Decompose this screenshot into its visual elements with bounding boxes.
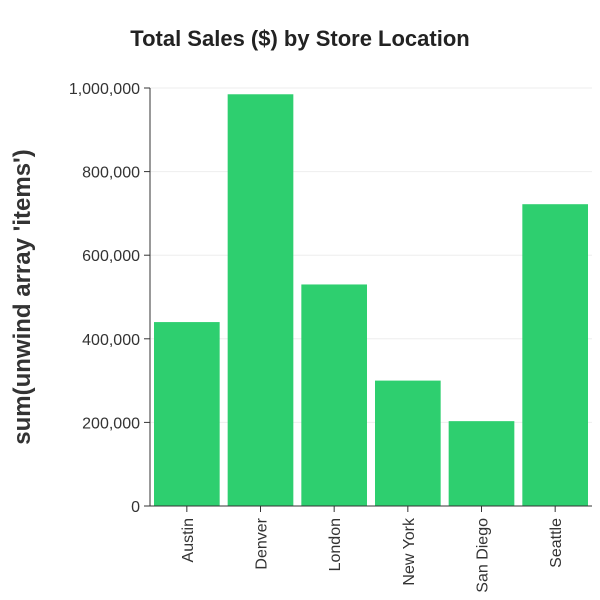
grid-lines: [150, 87, 592, 423]
chart-title: Total Sales ($) by Store Location: [130, 26, 469, 51]
bar-san-diego: [448, 421, 515, 506]
y-tick-label: 800,000: [82, 165, 140, 182]
y-tick-label: 200,000: [82, 415, 140, 432]
x-tick-label: Austin: [180, 518, 197, 562]
x-tick-label: New York: [401, 517, 418, 586]
y-tick-label: 600,000: [82, 248, 140, 265]
x-tick-label: San Diego: [475, 518, 492, 593]
y-ticks: 0 200,000 400,000 600,000 800,000 1,000,000: [69, 81, 150, 516]
x-tick-label: London: [327, 518, 344, 571]
x-tick-label: Denver: [254, 517, 271, 569]
x-tick-label: Seattle: [548, 518, 565, 568]
bars: [154, 94, 588, 507]
bar-denver: [227, 94, 294, 507]
y-axis-label: sum(unwind array 'items'): [9, 149, 36, 444]
axes: [149, 88, 592, 507]
y-tick-label: 0: [131, 499, 140, 516]
bar-austin: [154, 322, 220, 506]
x-ticks: Austin Denver London New York San Diego Seatt…: [180, 506, 565, 593]
y-tick-label: 400,000: [82, 332, 140, 349]
bar-london: [301, 284, 367, 506]
bar-new-york: [375, 380, 441, 506]
bar-seattle: [522, 204, 588, 507]
y-tick-label: 1,000,000: [69, 81, 140, 98]
